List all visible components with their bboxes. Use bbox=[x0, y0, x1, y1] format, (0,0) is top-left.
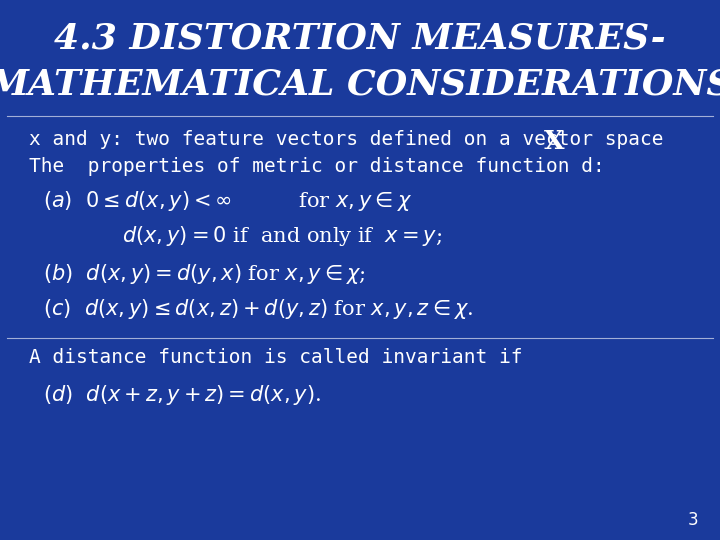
Text: 3: 3 bbox=[688, 511, 698, 529]
Text: $d(x, y) = 0$ if  and only if  $x = y$;: $d(x, y) = 0$ if and only if $x = y$; bbox=[122, 224, 443, 248]
Text: A distance function is called invariant if: A distance function is called invariant … bbox=[29, 348, 522, 367]
Text: $(d)$  $d(x + z, y + z) = d(x, y)$.: $(d)$ $d(x + z, y + z) = d(x, y)$. bbox=[43, 383, 321, 407]
Text: $(a)$  $0 \leq d(x, y) < \infty$          for $x, y \in \chi$: $(a)$ $0 \leq d(x, y) < \infty$ for $x, … bbox=[43, 189, 413, 213]
Text: $(b)$  $d(x, y) = d(y, x)$ for $x, y \in \chi$;: $(b)$ $d(x, y) = d(y, x)$ for $x, y \in … bbox=[43, 262, 366, 286]
Text: 4.3 DISTORTION MEASURES-: 4.3 DISTORTION MEASURES- bbox=[54, 22, 666, 56]
Text: X: X bbox=[544, 129, 564, 153]
Text: MATHEMATICAL CONSIDERATIONS: MATHEMATICAL CONSIDERATIONS bbox=[0, 68, 720, 102]
Text: The  properties of metric or distance function d:: The properties of metric or distance fun… bbox=[29, 157, 605, 176]
Text: $(c)$  $d(x, y) \leq d(x, z) + d(y, z)$ for $x, y, z \in \chi$.: $(c)$ $d(x, y) \leq d(x, z) + d(y, z)$ f… bbox=[43, 297, 474, 321]
Text: x and y: two feature vectors defined on a vector space: x and y: two feature vectors defined on … bbox=[29, 130, 675, 148]
